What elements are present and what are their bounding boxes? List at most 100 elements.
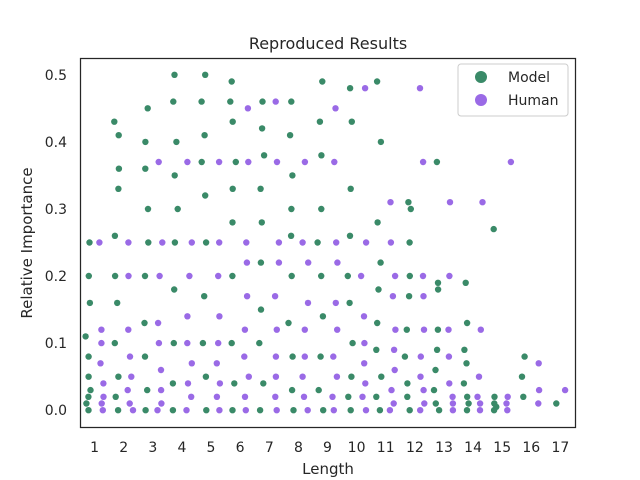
point-model-11-0 [376, 407, 384, 414]
point-model-5-5 [202, 192, 209, 199]
point-human-7-5 [271, 293, 279, 300]
point-human-8-5 [304, 299, 312, 307]
point-human-16-2 [535, 360, 542, 367]
x-tick-13: 13 [435, 440, 453, 456]
point-human-9-2 [333, 373, 341, 380]
point-human-14-0 [476, 407, 484, 414]
point-human-3-8 [155, 158, 162, 166]
point-human-3-5 [154, 319, 162, 327]
point-model-5-3 [201, 293, 208, 300]
point-model-11-3 [373, 346, 380, 353]
point-model-4-1 [169, 380, 177, 387]
point-human-1-7 [96, 239, 103, 246]
point-human-7-0 [273, 407, 280, 414]
point-human-12-5 [420, 326, 428, 333]
point-human-9-8 [331, 158, 338, 166]
point-model-8-6 [288, 205, 295, 213]
x-tick-labels: 1 2 3 4 5 6 7 8 9 10 11 12 13 14 15 16 17 [90, 440, 569, 456]
point-model-9-7 [318, 152, 325, 159]
point-human-3-6 [156, 272, 163, 280]
point-human-15-2 [504, 393, 511, 400]
point-human-5-1 [213, 393, 221, 400]
point-human-13-1 [449, 400, 457, 407]
point-model-3-3 [141, 319, 148, 327]
point-model-9-9 [319, 78, 326, 85]
point-human-12-7 [419, 272, 427, 280]
x-tick-9: 9 [323, 440, 332, 456]
point-model-13-1 [432, 400, 439, 407]
point-model-12-8 [407, 205, 414, 213]
point-human-14-4 [477, 326, 484, 333]
point-model-13-4 [433, 346, 441, 353]
point-model-17-0 [553, 400, 560, 407]
point-human-8-3 [301, 353, 308, 360]
point-model-4-7 [173, 138, 180, 146]
point-human-3-1 [158, 400, 165, 407]
point-human-15-1 [503, 400, 510, 407]
point-model-2-3 [111, 339, 119, 347]
point-model-14-1 [465, 400, 472, 407]
point-model-2-7 [115, 185, 122, 192]
point-model-2-1 [112, 393, 119, 400]
point-human-5-0 [216, 407, 223, 414]
point-human-6-8 [245, 158, 252, 166]
point-human-7-4 [273, 326, 280, 333]
point-model-8-2 [289, 353, 296, 360]
point-human-6-9 [244, 105, 252, 112]
y-tick-0.2: 0.2 [45, 269, 67, 285]
point-human-13-7 [446, 199, 454, 206]
point-human-13-4 [445, 353, 453, 360]
x-tick-14: 14 [464, 440, 482, 456]
point-model-8-4 [288, 272, 295, 280]
point-human-1-1 [98, 400, 105, 407]
point-human-6-5 [243, 293, 251, 300]
point-model-13-7 [434, 279, 442, 286]
legend-marker-human [475, 94, 487, 106]
point-human-4-5 [184, 313, 191, 320]
point-model-2-8 [115, 165, 123, 172]
point-human-2-5 [125, 326, 132, 333]
point-model-2-10 [111, 118, 118, 125]
point-model-3-9 [144, 105, 151, 112]
point-model-15-3 [491, 393, 498, 400]
point-human-13-2 [449, 393, 456, 400]
point-human-2-4 [126, 353, 134, 360]
point-model-1-5 [85, 353, 92, 360]
point-human-11-6 [389, 293, 397, 300]
point-human-10-1 [359, 393, 366, 400]
x-tick-11: 11 [377, 440, 395, 456]
point-human-7-2 [272, 373, 280, 380]
point-model-4-2 [170, 339, 177, 347]
point-model-10-0 [347, 407, 354, 414]
point-human-8-7 [299, 239, 306, 246]
x-axis-label: Length [302, 460, 354, 478]
point-model-4-4 [171, 239, 179, 246]
point-human-5-5 [216, 313, 223, 320]
point-model-2-2 [115, 373, 122, 380]
point-model-2-6 [111, 232, 119, 239]
x-tick-1: 1 [90, 440, 99, 456]
point-model-1-4 [85, 373, 92, 380]
point-model-10-2 [348, 373, 355, 380]
point-model-1-7 [86, 299, 94, 307]
point-model-11-7 [374, 219, 381, 226]
point-human-12-8 [419, 158, 427, 166]
point-model-7-1 [260, 380, 267, 387]
point-human-15-0 [504, 407, 511, 414]
point-model-10-8 [348, 118, 355, 125]
data-points [82, 71, 569, 414]
point-human-8-0 [304, 407, 311, 414]
point-model-7-5 [258, 219, 265, 226]
point-human-9-0 [330, 407, 337, 414]
point-human-17-0 [561, 386, 569, 394]
point-model-11-5 [375, 286, 382, 293]
point-model-12-5 [405, 293, 413, 300]
point-human-2-2 [124, 386, 131, 394]
point-human-9-6 [334, 259, 341, 266]
point-model-4-0 [169, 407, 177, 414]
point-model-7-0 [256, 407, 264, 414]
x-tick-12: 12 [406, 440, 424, 456]
point-model-12-2 [404, 380, 411, 387]
point-model-9-2 [317, 353, 324, 360]
point-model-14-2 [464, 393, 471, 400]
